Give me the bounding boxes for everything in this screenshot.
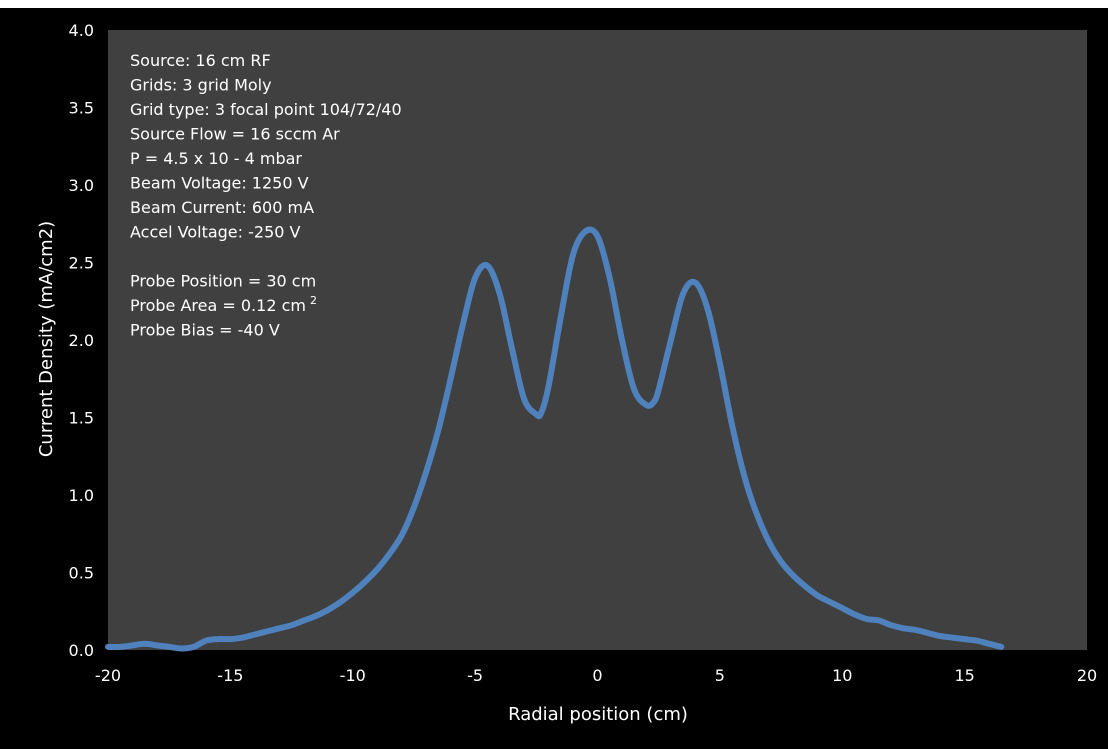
annotation-line: Probe Position = 30 cm bbox=[130, 272, 316, 291]
y-tick-label: 3.5 bbox=[69, 99, 94, 118]
plot-area bbox=[108, 30, 1087, 650]
annotation-block: Source: 16 cm RF Grids: 3 grid Moly Grid t… bbox=[130, 51, 402, 340]
x-tick-label: 20 bbox=[1077, 666, 1097, 685]
x-tick-label: 0 bbox=[592, 666, 602, 685]
y-axis-ticks: 0.0 0.5 1.0 1.5 2.0 2.5 3.0 3.5 4.0 bbox=[69, 21, 94, 660]
y-tick-label: 2.5 bbox=[69, 254, 94, 273]
x-axis-ticks: -20 -15 -10 -5 0 5 10 15 20 bbox=[95, 666, 1097, 685]
x-axis-title: Radial position (cm) bbox=[508, 704, 688, 725]
series-line bbox=[105, 226, 1005, 652]
y-tick-label: 0.0 bbox=[69, 641, 94, 660]
x-tick-label: -15 bbox=[217, 666, 243, 685]
y-tick-label: 0.5 bbox=[69, 564, 94, 583]
annotation-line: P = 4.5 x 10 - 4 mbar bbox=[130, 149, 302, 168]
x-tick-label: 5 bbox=[715, 666, 725, 685]
annotation-line: Probe Area = 0.12 cm 2 bbox=[130, 294, 317, 315]
y-tick-label: 4.0 bbox=[69, 21, 94, 40]
x-tick-label: -5 bbox=[467, 666, 483, 685]
x-tick-label: -10 bbox=[340, 666, 366, 685]
annotation-line: Grids: 3 grid Moly bbox=[130, 76, 272, 95]
y-tick-label: 3.0 bbox=[69, 176, 94, 195]
annotation-line: Grid type: 3 focal point 104/72/40 bbox=[130, 100, 402, 119]
x-tick-label: -20 bbox=[95, 666, 121, 685]
annotation-line: Beam Current: 600 mA bbox=[130, 198, 314, 217]
x-tick-label: 10 bbox=[832, 666, 852, 685]
annotation-line: Probe Bias = -40 V bbox=[130, 321, 280, 340]
annotation-line: Source Flow = 16 sccm Ar bbox=[130, 125, 340, 144]
y-tick-label: 1.5 bbox=[69, 409, 94, 428]
top-strip bbox=[0, 0, 1108, 8]
annotation-line: Source: 16 cm RF bbox=[130, 51, 271, 70]
annotation-line: Accel Voltage: -250 V bbox=[130, 223, 301, 242]
annotation-line: Beam Voltage: 1250 V bbox=[130, 174, 309, 193]
y-tick-label: 2.0 bbox=[69, 331, 94, 350]
y-axis-title: Current Density (mA/cm2) bbox=[36, 221, 57, 457]
y-tick-label: 1.0 bbox=[69, 486, 94, 505]
x-tick-label: 15 bbox=[954, 666, 974, 685]
